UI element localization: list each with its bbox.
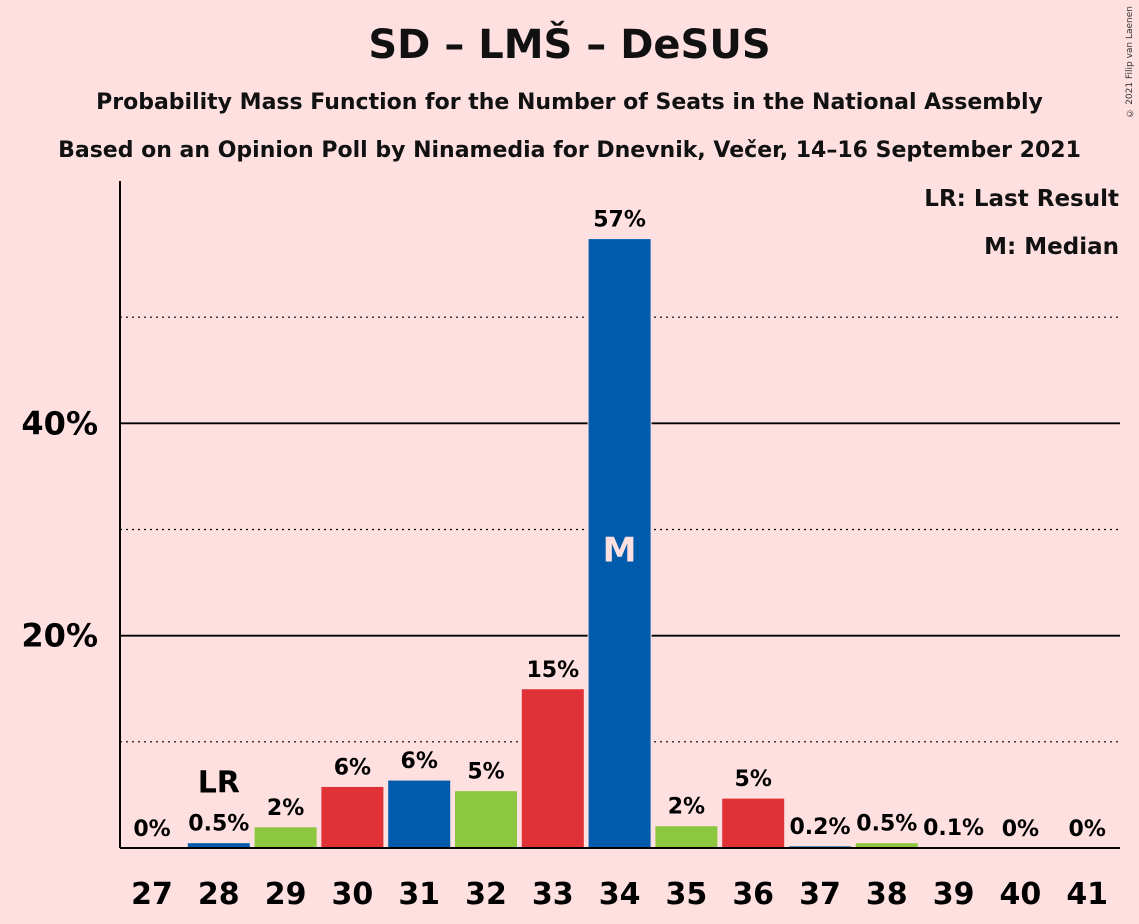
x-tick-label: 29 [265,877,307,912]
legend-last-result: LR: Last Result [924,186,1119,212]
bar [654,825,719,849]
bar [721,797,786,849]
data-label: 2% [267,796,304,821]
x-tick-label: 31 [398,877,440,912]
data-label: 6% [334,755,371,780]
x-tick-label: 40 [1000,877,1042,912]
data-label: 2% [668,795,705,820]
chart-source-line: Based on an Opinion Poll by Ninamedia fo… [58,138,1081,163]
legend-median: M: Median [984,234,1119,260]
bar [387,779,452,849]
data-label: 0% [1069,817,1106,842]
data-label: 0.1% [923,816,984,841]
bar [454,790,518,849]
data-label: 6% [401,749,438,774]
median-marker: M [603,530,637,570]
y-tick-label: 40% [21,404,98,442]
x-tick-label: 28 [198,877,240,912]
data-label: 0.5% [188,812,249,837]
x-tick-label: 38 [866,877,908,912]
bar [520,688,585,849]
x-tick-label: 27 [131,877,173,912]
axes: 20% 40% 27 28 29 30 31 32 33 34 35 36 37 38 39 40 41 [21,181,1120,912]
x-tick-label: 34 [599,877,641,912]
data-label: 0.2% [789,815,850,840]
data-label: 15% [526,658,579,683]
bar [253,826,318,849]
data-label: 5% [467,760,504,785]
chart-subtitle: Probability Mass Function for the Number… [96,90,1043,115]
x-tick-label: 39 [933,877,975,912]
x-tick-label: 33 [532,877,574,912]
bars [186,238,986,849]
x-tick-label: 30 [332,877,374,912]
data-labels: 0% 0.5%LR2%6% 6% 5%15%57%M2%5%0.2% 0.5% 0.1% 0… [133,208,1106,842]
data-label: 57% [593,208,646,233]
x-tick-label: 41 [1066,877,1108,912]
y-tick-label: 20% [21,617,98,655]
data-label: 0% [133,817,170,842]
data-label: 0.5% [856,812,917,837]
data-label: 0% [1002,817,1039,842]
bar [320,785,385,849]
last-result-marker: LR [198,766,240,801]
x-tick-label: 32 [465,877,507,912]
x-tick-label: 35 [666,877,708,912]
x-tick-label: 37 [799,877,841,912]
bar [587,238,652,849]
x-tick-label: 36 [732,877,774,912]
data-label: 5% [735,767,772,792]
chart-title: SD – LMŠ – DeSUS [368,22,771,68]
